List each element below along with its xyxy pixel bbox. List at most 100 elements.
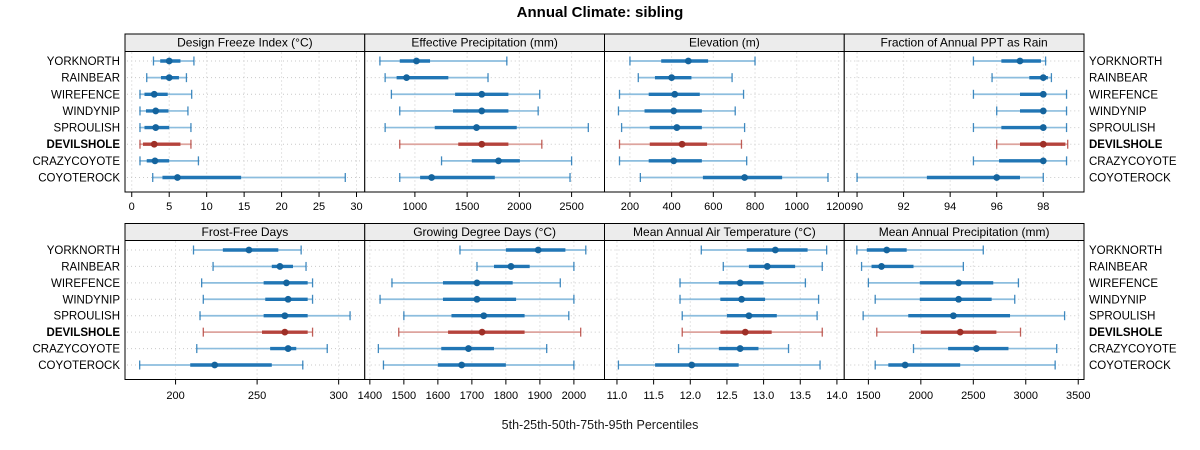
median-dot bbox=[678, 140, 686, 148]
median-dot bbox=[165, 74, 173, 82]
axis-tick-label: 12.5 bbox=[716, 390, 737, 402]
median-dot bbox=[458, 361, 466, 369]
median-dot bbox=[151, 157, 159, 165]
axis-tick-label: 300 bbox=[329, 390, 347, 402]
median-dot bbox=[688, 361, 696, 369]
median-dot bbox=[473, 279, 481, 287]
panel-plot-area bbox=[124, 51, 366, 193]
axis-tick-label: 98 bbox=[1037, 201, 1049, 213]
panel-strip-title: Mean Annual Precipitation (mm) bbox=[879, 225, 1050, 239]
median-dot bbox=[495, 157, 502, 165]
axis-tick-label: 1500 bbox=[455, 201, 479, 213]
median-dot bbox=[403, 74, 410, 82]
site-label-left: DEVILSHOLE bbox=[47, 327, 121, 339]
median-dot bbox=[736, 345, 744, 352]
axis-tick-label: 1000 bbox=[784, 201, 808, 213]
median-dot bbox=[1039, 140, 1047, 148]
median-dot bbox=[281, 328, 289, 336]
median-dot bbox=[478, 90, 486, 98]
median-dot bbox=[1039, 107, 1047, 115]
axis-tick-label: 3000 bbox=[1014, 390, 1038, 402]
axis-tick-label: 11.5 bbox=[643, 390, 664, 402]
median-dot bbox=[150, 140, 158, 148]
axis-tick-label: 1700 bbox=[460, 390, 484, 402]
site-label-left: WIREFENCE bbox=[51, 278, 120, 290]
site-label-right: WINDYNIP bbox=[1089, 106, 1147, 118]
median-dot bbox=[670, 107, 678, 115]
site-label-right: YORKNORTH bbox=[1089, 56, 1162, 68]
site-label-right: CRAZYCOYOTE bbox=[1089, 156, 1177, 168]
site-label-right: COYOTEROCK bbox=[1089, 360, 1171, 372]
median-dot bbox=[741, 328, 749, 336]
panel-strip-title: Effective Precipitation (mm) bbox=[411, 36, 558, 50]
median-dot bbox=[883, 246, 891, 254]
axis-tick-label: 250 bbox=[248, 390, 266, 402]
median-dot bbox=[736, 279, 744, 287]
site-label-right: WIREFENCE bbox=[1089, 278, 1158, 290]
axis-tick-label: 1500 bbox=[392, 390, 416, 402]
axis-tick-label: 200 bbox=[166, 390, 184, 402]
axis-tick-label: 13.5 bbox=[790, 390, 811, 402]
median-dot bbox=[428, 174, 436, 181]
axis-tick-label: 15 bbox=[238, 201, 250, 213]
site-label-right: RAINBEAR bbox=[1089, 73, 1148, 85]
median-dot bbox=[771, 246, 779, 254]
median-dot bbox=[478, 140, 486, 148]
median-dot bbox=[473, 124, 480, 131]
axis-tick-label: 90 bbox=[851, 201, 863, 213]
median-dot bbox=[281, 312, 289, 320]
panel-strip-title: Growing Degree Days (°C) bbox=[413, 225, 556, 239]
site-label-right: SPROULISH bbox=[1089, 311, 1155, 323]
median-dot bbox=[956, 328, 964, 336]
site-label-left: DEVILSHOLE bbox=[47, 139, 121, 151]
axis-tick-label: 600 bbox=[704, 201, 722, 213]
site-label-right: YORKNORTH bbox=[1089, 245, 1162, 257]
axis-tick-label: 11.0 bbox=[607, 390, 628, 402]
axis-tick-label: 10 bbox=[201, 201, 213, 213]
site-label-left: CRAZYCOYOTE bbox=[32, 344, 120, 356]
median-dot bbox=[465, 345, 472, 352]
median-dot bbox=[671, 90, 679, 98]
median-dot bbox=[993, 174, 1001, 181]
panel-plot-area bbox=[604, 51, 845, 193]
axis-tick-label: 14.0 bbox=[826, 390, 847, 402]
site-label-left: YORKNORTH bbox=[47, 245, 120, 257]
site-label-right: CRAZYCOYOTE bbox=[1089, 344, 1177, 356]
axis-tick-label: 2500 bbox=[961, 390, 985, 402]
chart-title: Annual Climate: sibling bbox=[516, 4, 684, 21]
axis-tick-label: 800 bbox=[746, 201, 764, 213]
site-label-left: SPROULISH bbox=[54, 123, 120, 135]
axis-tick-label: 13.0 bbox=[753, 390, 774, 402]
axis-tick-label: 30 bbox=[350, 201, 362, 213]
median-dot bbox=[878, 263, 885, 270]
median-dot bbox=[973, 345, 980, 352]
x-axis-caption: 5th-25th-50th-75th-95th Percentiles bbox=[501, 418, 699, 432]
axis-tick-label: 1000 bbox=[403, 201, 427, 213]
panel-plot-area bbox=[364, 240, 605, 380]
median-dot bbox=[150, 90, 158, 98]
median-dot bbox=[763, 263, 771, 270]
median-dot bbox=[284, 345, 292, 352]
site-label-left: RAINBEAR bbox=[61, 73, 120, 85]
median-dot bbox=[901, 361, 909, 369]
site-label-right: WIREFENCE bbox=[1089, 89, 1158, 101]
site-label-left: WINDYNIP bbox=[63, 106, 121, 118]
median-dot bbox=[1039, 124, 1047, 131]
median-dot bbox=[152, 107, 160, 115]
median-dot bbox=[245, 246, 253, 254]
median-dot bbox=[473, 295, 481, 303]
median-dot bbox=[738, 295, 746, 303]
median-dot bbox=[1016, 57, 1024, 65]
median-dot bbox=[478, 328, 486, 336]
panel-strip-title: Design Freeze Index (°C) bbox=[177, 36, 313, 50]
median-dot bbox=[949, 312, 957, 320]
axis-tick-label: 12.0 bbox=[680, 390, 701, 402]
site-label-left: CRAZYCOYOTE bbox=[32, 156, 120, 168]
axis-tick-label: 200 bbox=[621, 201, 639, 213]
panel-strip-title: Frost-Free Days bbox=[202, 225, 289, 239]
axis-tick-label: 3500 bbox=[1066, 390, 1090, 402]
median-dot bbox=[670, 157, 678, 165]
median-dot bbox=[673, 124, 681, 131]
median-dot bbox=[955, 295, 963, 303]
